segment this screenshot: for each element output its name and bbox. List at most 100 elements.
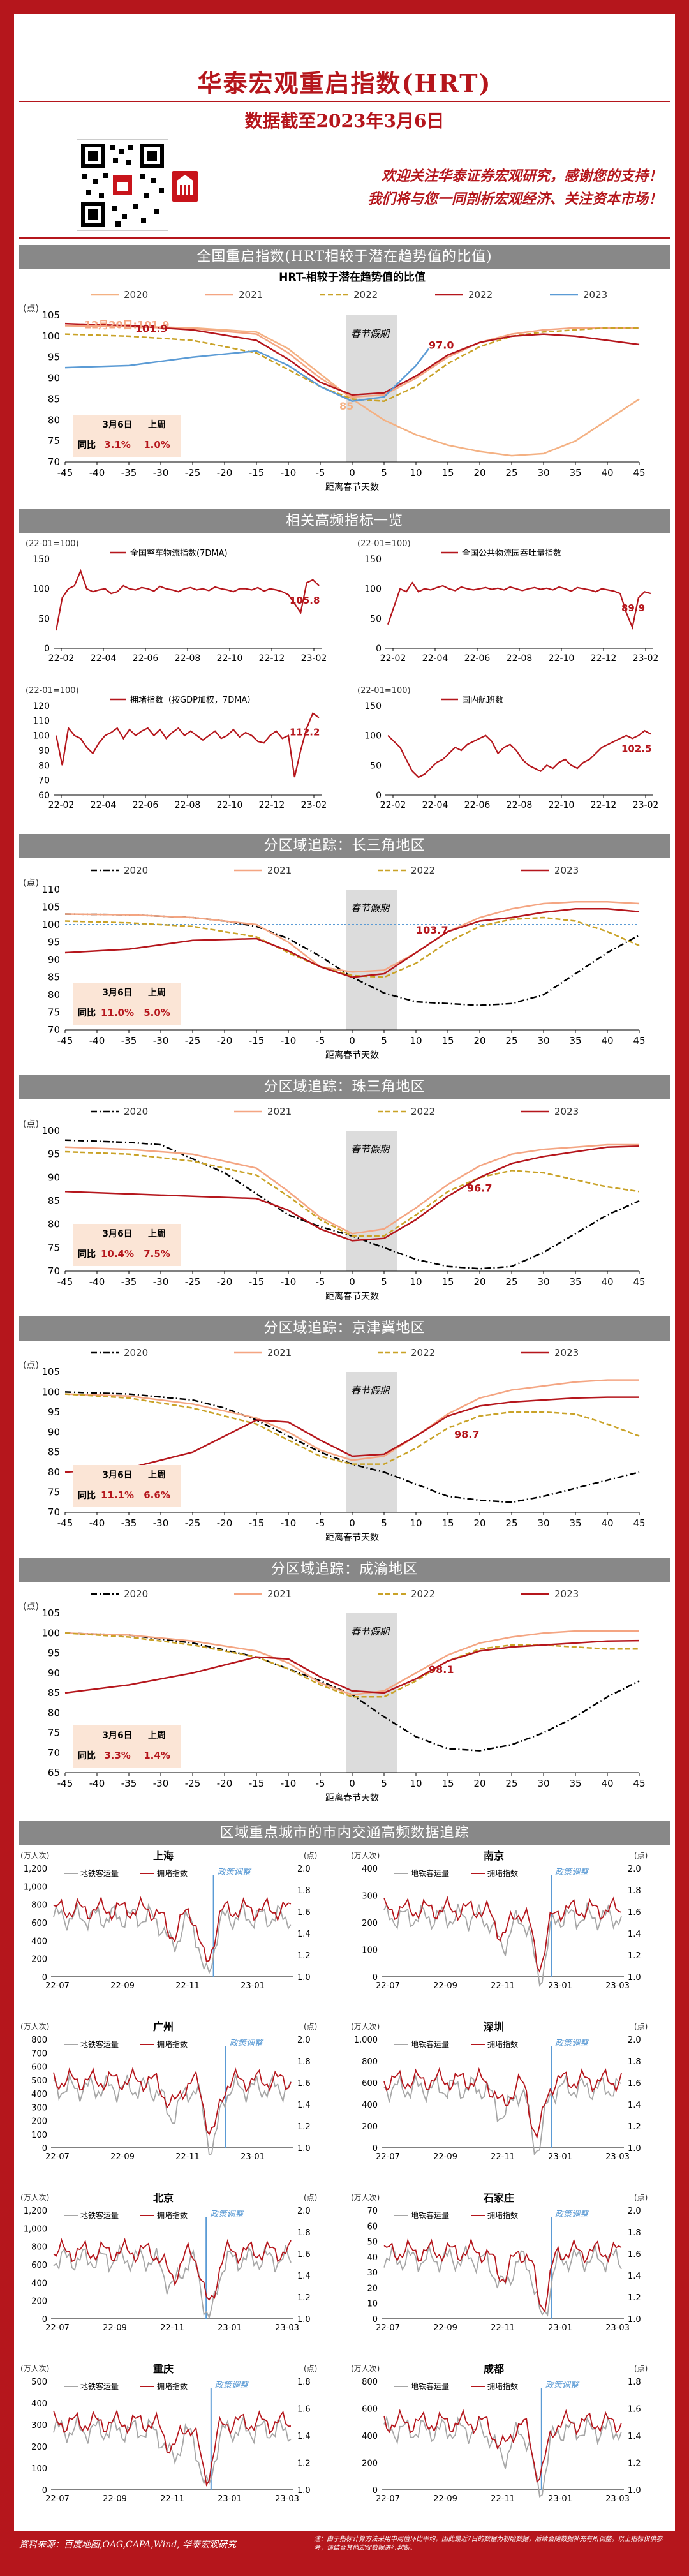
chart-freq-logistics-park: (22-01=100) 全国公共物流园吞吐量指数 0 50 100 150 22-02 22-… <box>357 539 658 664</box>
y-tick-label-right: 1.8 <box>297 2378 311 2387</box>
x-tick-label: -15 <box>249 1517 265 1529</box>
y-tick-label: 105 <box>41 309 60 321</box>
x-tick-label: 25 <box>505 1778 517 1789</box>
y-tick-label-left: 1,200 <box>24 2207 47 2216</box>
x-tick-label: 23-03 <box>275 2494 299 2504</box>
y-tick-label-right: 1.6 <box>297 1908 311 1917</box>
stats-week-value: 6.6% <box>144 1489 170 1501</box>
data-label: 103.7 <box>416 924 448 936</box>
x-tick-label: 23-03 <box>275 2323 299 2333</box>
y-tick-label: 80 <box>48 989 60 1001</box>
y-tick-label-left: 400 <box>362 1865 378 1874</box>
y-tick-label: 75 <box>48 435 60 447</box>
data-label: 98.1 <box>429 1664 454 1676</box>
y-tick-label-right: 1.6 <box>628 2405 641 2415</box>
legend-label: 2022 <box>468 289 493 301</box>
city-name: 重庆 <box>153 2363 174 2375</box>
x-tick-label: 22-12 <box>591 800 617 810</box>
series-line-2021 <box>64 1143 639 1235</box>
y-tick-label-left: 100 <box>31 2464 47 2474</box>
y-tick-label: 70 <box>48 1265 60 1277</box>
city-name: 广州 <box>153 2021 174 2033</box>
x-tick-label: 22-02 <box>380 653 406 664</box>
y-tick-label-right: 1.0 <box>628 1973 641 1983</box>
stats-week-value: 7.5% <box>144 1248 170 1260</box>
small-chart-unit: (22-01=100) <box>357 686 411 696</box>
x-tick-label: 22-07 <box>376 2152 400 2162</box>
chart-title: HRT-相较于潜在趋势值的比值 <box>279 271 426 284</box>
qr-code-icon <box>77 139 168 231</box>
x-tick-label: 15 <box>441 1276 454 1288</box>
y-tick-label-right: 1.8 <box>628 1886 641 1896</box>
y-tick-label-right: 1.4 <box>628 2101 641 2110</box>
city-right-unit: (点) <box>304 2022 317 2031</box>
x-tick-label: -45 <box>57 1035 73 1046</box>
x-tick-label: 22-11 <box>491 2323 515 2333</box>
y-tick-label: 90 <box>48 954 60 965</box>
x-tick-label: 30 <box>537 1035 549 1046</box>
legend-label: 2023 <box>554 1588 579 1600</box>
x-tick-label: 22-12 <box>259 653 285 664</box>
y-tick-label-left: 200 <box>362 1919 378 1928</box>
x-tick-label: 22-04 <box>422 800 448 810</box>
series-line-congestion <box>383 1895 622 1974</box>
stats-yoy-value: 11.1% <box>101 1489 134 1501</box>
x-tick-label: 45 <box>633 1517 645 1529</box>
x-tick-label: -25 <box>185 1276 201 1288</box>
series-line-2020 <box>64 1391 640 1503</box>
stats-week-header: 上周 <box>148 988 166 998</box>
x-tick-label: 45 <box>633 467 645 479</box>
city-name: 南京 <box>484 1850 504 1862</box>
x-tick-label: 22-02 <box>48 800 75 810</box>
stats-yoy-header: 同比 <box>78 1750 96 1761</box>
x-tick-label: 20 <box>473 1276 485 1288</box>
y-unit-label: (点) <box>23 1119 39 1129</box>
x-tick-label: 22-06 <box>133 653 159 664</box>
x-tick-label: 30 <box>537 467 549 479</box>
y-tick-label: 90 <box>38 746 50 756</box>
data-date: 数据截至2023年3月6日 <box>244 110 445 131</box>
policy-label: 政策调整 <box>555 1868 589 1877</box>
y-tick-label-left: 400 <box>31 2090 47 2099</box>
x-tick-label: 22-11 <box>175 1981 200 1991</box>
stats-yoy-value: 11.0% <box>101 1007 134 1018</box>
y-tick-label-left: 800 <box>362 2378 378 2387</box>
x-tick-label: 22-04 <box>422 653 448 664</box>
stats-box <box>73 1725 181 1768</box>
small-chart-title: 拥堵指数（按GDP加权，7DMA） <box>130 695 255 705</box>
y-tick-label-left: 200 <box>31 2443 47 2452</box>
legend-congestion: 拥堵指数 <box>157 2210 188 2220</box>
x-tick-label: 23-03 <box>605 2323 630 2333</box>
x-tick-label: -25 <box>185 467 201 479</box>
small-chart-unit: (22-01=100) <box>26 686 79 696</box>
y-tick-label-left: 40 <box>367 2253 378 2263</box>
x-tick-label: 22-07 <box>45 2494 70 2504</box>
city-left-unit: (万人次) <box>20 1851 49 1860</box>
y-tick-label-right: 1.4 <box>297 2272 311 2281</box>
y-tick-label: 0 <box>44 644 50 654</box>
x-tick-label: 15 <box>441 1517 454 1529</box>
x-tick-label: 22-09 <box>433 1981 457 1991</box>
legend-label: 2022 <box>411 865 435 876</box>
brand-logo-icon <box>172 171 198 202</box>
y-tick-label-right: 1.2 <box>297 2122 311 2132</box>
series-line-2023 <box>64 348 429 402</box>
x-tick-label: 22-10 <box>217 653 243 664</box>
x-tick-label: -25 <box>185 1778 201 1789</box>
legend-label: 2022 <box>353 289 378 301</box>
legend-congestion: 拥堵指数 <box>157 2381 188 2391</box>
y-tick-label-left: 500 <box>31 2378 47 2387</box>
stats-date: 3月6日 <box>102 1229 132 1239</box>
series-line-congestion <box>383 2067 622 2140</box>
y-tick-label-left: 0 <box>373 2315 378 2325</box>
x-tick-label: 45 <box>633 1276 645 1288</box>
series-line-congestion <box>53 2409 292 2487</box>
festival-band <box>346 1372 397 1512</box>
x-tick-label: 22-11 <box>160 2323 184 2333</box>
x-tick-label: 22-11 <box>491 2152 515 2162</box>
y-tick-label-right: 1.6 <box>628 1908 641 1917</box>
small-chart-unit: (22-01=100) <box>26 539 79 549</box>
legend-metro: 地铁客运量 <box>411 2210 449 2220</box>
x-tick-label: 0 <box>349 1517 355 1529</box>
